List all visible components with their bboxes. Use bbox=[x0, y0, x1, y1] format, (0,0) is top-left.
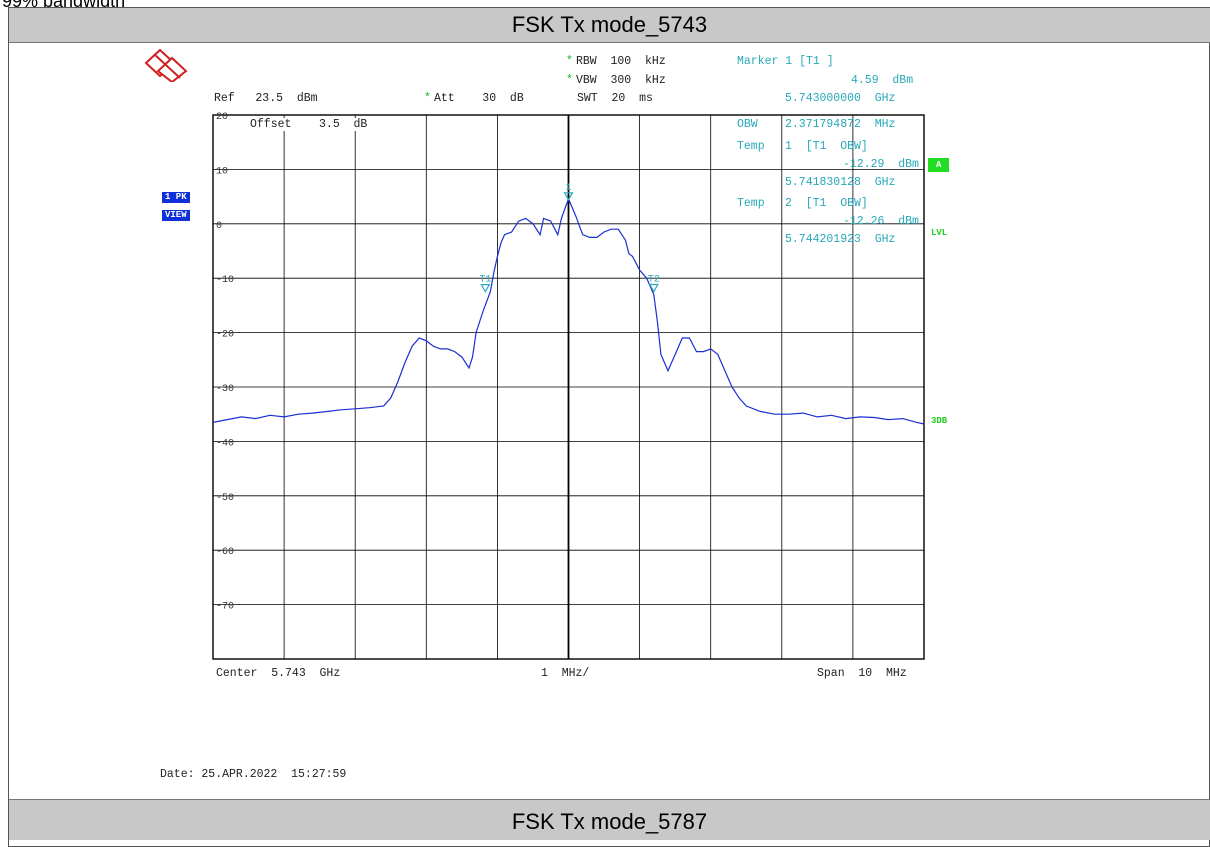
rbw-star-icon: * bbox=[566, 55, 573, 68]
marker-triangle bbox=[648, 283, 659, 293]
y-tick-label: -40 bbox=[216, 438, 234, 449]
next-plot-title: FSK Tx mode_5787 bbox=[9, 799, 1210, 840]
y-tick-labels: 20 10 0 -10 -20 -30 -40 -50 -60 -70 bbox=[216, 112, 234, 613]
lvl-label: LVL bbox=[931, 228, 948, 238]
temp1-level: -12.29 dBm bbox=[843, 158, 919, 171]
rbw-label: RBW 100 kHz bbox=[576, 55, 666, 68]
plot-grid bbox=[212, 114, 925, 660]
page-caption: 99% bandwidth bbox=[2, 0, 126, 11]
temp1-title: 1 [T1 OBW] bbox=[785, 140, 868, 153]
trace-detector-badge: 1 PK bbox=[162, 192, 190, 203]
y-tick-label: -30 bbox=[216, 384, 234, 395]
y-tick-label: 10 bbox=[216, 166, 228, 177]
markers: 1 T1 T2 bbox=[479, 183, 660, 293]
span-label: Span 10 MHz bbox=[817, 667, 907, 680]
temp2-title: 2 [T1 OBW] bbox=[785, 197, 868, 210]
marker-frequency: 5.743000000 GHz bbox=[785, 92, 896, 105]
att-star-icon: * bbox=[424, 92, 431, 105]
trigger-a-badge: A bbox=[928, 158, 950, 172]
vbw-star-icon: * bbox=[566, 74, 573, 87]
y-tick-label: 0 bbox=[216, 221, 222, 232]
swt-label: SWT 20 ms bbox=[577, 92, 653, 105]
three-db-label: 3DB bbox=[931, 416, 948, 426]
trace-view-badge: VIEW bbox=[162, 210, 190, 221]
rs-logo-icon bbox=[144, 48, 188, 82]
division-label: 1 MHz/ bbox=[541, 667, 590, 680]
y-tick-label: -20 bbox=[216, 330, 234, 341]
obw-value: 2.371794872 MHz bbox=[785, 118, 896, 131]
temp2-frequency: 5.744201923 GHz bbox=[785, 233, 896, 246]
marker-label: T1 bbox=[479, 275, 491, 286]
temp2-label: Temp bbox=[737, 197, 765, 210]
marker-label: T2 bbox=[648, 274, 660, 285]
marker-triangle bbox=[563, 192, 574, 202]
y-tick-label: -70 bbox=[216, 602, 234, 613]
y-tick-label: -60 bbox=[216, 547, 234, 558]
temp1-frequency: 5.741830128 GHz bbox=[785, 176, 896, 189]
marker-triangle bbox=[480, 284, 491, 293]
plot-title: FSK Tx mode_5743 bbox=[9, 8, 1210, 43]
y-tick-label: -50 bbox=[216, 493, 234, 504]
marker-label: 1 bbox=[566, 183, 572, 194]
y-tick-label: -10 bbox=[216, 275, 234, 286]
marker-title: Marker 1 [T1 ] bbox=[737, 55, 834, 68]
marker-level: 4.59 dBm bbox=[851, 74, 914, 87]
y-tick-label: 20 bbox=[216, 112, 228, 123]
center-frequency-label: Center 5.743 GHz bbox=[216, 667, 341, 680]
temp2-level: -12.26 dBm bbox=[843, 215, 919, 228]
temp1-label: Temp bbox=[737, 140, 765, 153]
offset-label: Offset 3.5 dB bbox=[250, 118, 368, 131]
obw-label: OBW bbox=[737, 118, 758, 131]
ref-level-label: Ref 23.5 dBm bbox=[214, 92, 318, 105]
vbw-label: VBW 300 kHz bbox=[576, 74, 666, 87]
capture-date: Date: 25.APR.2022 15:27:59 bbox=[160, 768, 347, 781]
spectrum-trace bbox=[212, 197, 925, 425]
attenuation-label: Att 30 dB bbox=[434, 92, 524, 105]
